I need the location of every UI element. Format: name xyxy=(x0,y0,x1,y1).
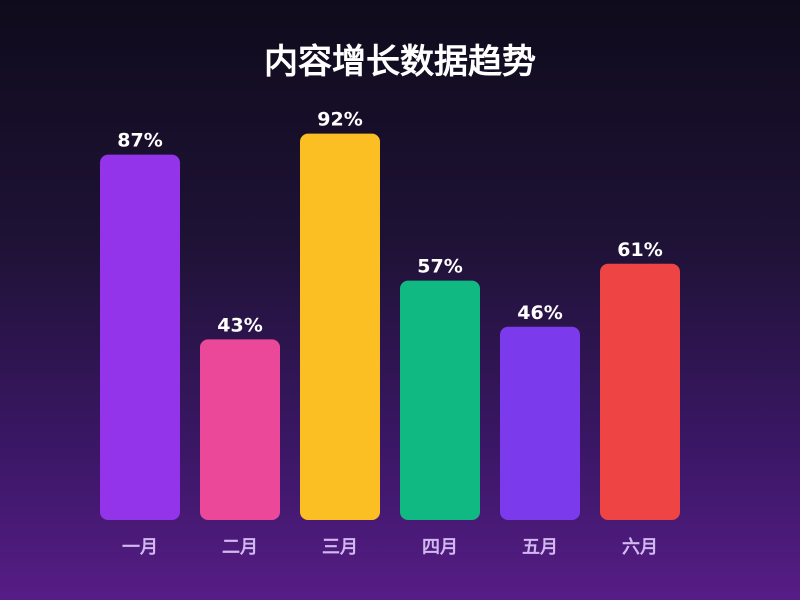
bar-3 xyxy=(300,133,380,520)
chart-title: 内容增长数据趋势 xyxy=(264,42,536,82)
category-label: 一月 xyxy=(122,537,158,558)
bar-2 xyxy=(200,339,280,520)
category-label: 六月 xyxy=(622,536,658,558)
value-label: 57% xyxy=(417,256,462,278)
category-label: 四月 xyxy=(422,537,458,558)
bar-5 xyxy=(500,326,580,520)
bar-1 xyxy=(100,154,180,520)
value-label: 46% xyxy=(517,302,562,324)
category-label: 三月 xyxy=(322,537,358,558)
bar-4 xyxy=(400,280,480,520)
value-label: 92% xyxy=(317,109,362,131)
value-label: 87% xyxy=(117,130,162,152)
value-label: 61% xyxy=(617,239,662,261)
category-label: 五月 xyxy=(522,537,558,558)
value-label: 43% xyxy=(217,314,262,336)
bar-6 xyxy=(600,263,680,520)
category-label: 二月 xyxy=(222,537,258,558)
